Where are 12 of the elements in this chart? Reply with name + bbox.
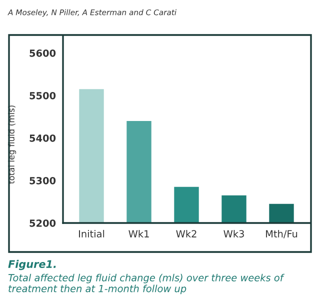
x-tick-label: Wk3 bbox=[224, 230, 244, 238]
y-tick-label: 5400 bbox=[30, 134, 56, 142]
y-tick-label: 5500 bbox=[30, 92, 56, 100]
y-tick-label: 5300 bbox=[30, 176, 56, 184]
caption: Figure1. bbox=[8, 260, 56, 270]
x-tick-label: Wk2 bbox=[176, 230, 196, 238]
x-tick-label: Wk1 bbox=[128, 230, 149, 238]
x-tick-label: Initial bbox=[79, 230, 104, 238]
y-tick-label: 5600 bbox=[30, 49, 56, 57]
text: Total affected leg fluid change (mls) over three weeks of treatment then at 1-month follow up bbox=[8, 274, 284, 294]
y-tick-label: 5200 bbox=[30, 219, 56, 227]
x-tick-label: Mth/Fu bbox=[266, 230, 298, 238]
